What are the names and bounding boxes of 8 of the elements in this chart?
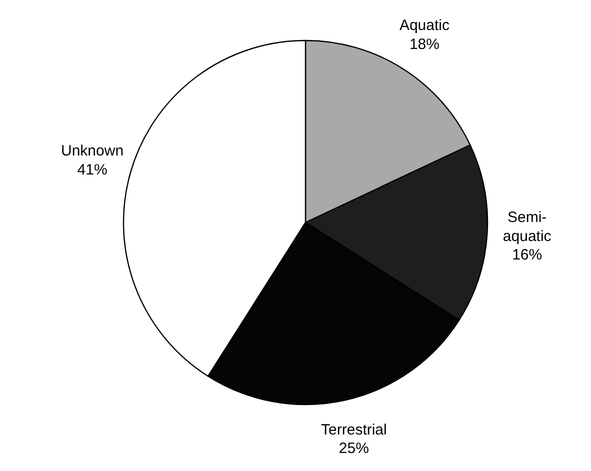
data-label: 25%: [338, 440, 369, 458]
slice-label: Unknown: [61, 142, 124, 160]
slice-label: Semi-aquatic: [502, 209, 552, 245]
slice-label: Aquatic: [399, 17, 450, 34]
data-label: 16%: [512, 246, 542, 264]
data-label: 18%: [409, 36, 440, 53]
slice-label: Terrestrial: [321, 421, 387, 438]
data-label: 41%: [77, 161, 108, 178]
